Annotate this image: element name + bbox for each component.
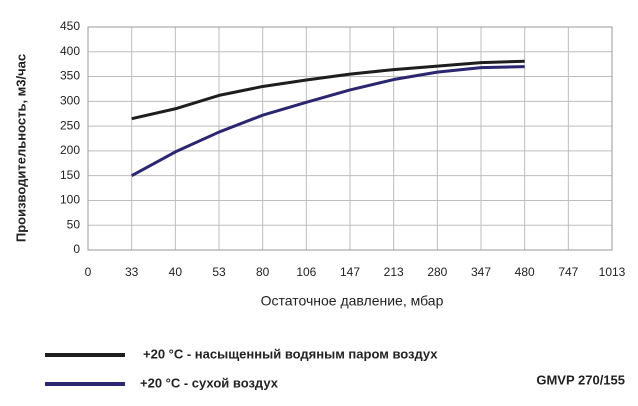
x-tick-label: 33 [125,265,139,279]
x-tick-label: 40 [169,265,183,279]
y-tick-label: 150 [60,168,80,182]
x-tick-label: 347 [471,265,491,279]
x-axis-label: Остаточное давление, мбар [261,293,444,309]
y-tick-label: 200 [60,143,80,157]
x-tick-label: 0 [85,265,92,279]
series-line [131,59,525,121]
x-tick-label: 80 [256,265,270,279]
y-tick-label: 300 [60,94,80,108]
x-tick-label: 480 [515,265,535,279]
x-tick-label: 280 [427,265,447,279]
annotation: GMVP 270/155 [536,372,625,387]
y-tick-label: 100 [60,193,80,207]
plot-border [87,26,613,251]
legend-label: +20 °C - сухой воздух [140,375,279,390]
y-tick-label: 350 [60,69,80,83]
y-tick-label: 450 [60,19,80,33]
x-tick-label: 53 [212,265,226,279]
series-line [130,65,525,177]
x-tick-label: 213 [384,265,404,279]
y-axis-label: Производительность, м3/час [13,54,28,242]
x-tick-label: 106 [296,265,316,279]
y-tick-label: 400 [60,44,80,58]
x-tick-label: 147 [340,265,360,279]
y-tick-label: 0 [73,242,80,256]
legend-label: +20 °C - насыщенный водяным паром воздух [143,346,438,361]
x-tick-label: 747 [558,265,578,279]
y-tick-label: 250 [60,118,80,132]
y-tick-label: 50 [67,217,81,231]
x-tick-label: 1013 [599,265,626,279]
